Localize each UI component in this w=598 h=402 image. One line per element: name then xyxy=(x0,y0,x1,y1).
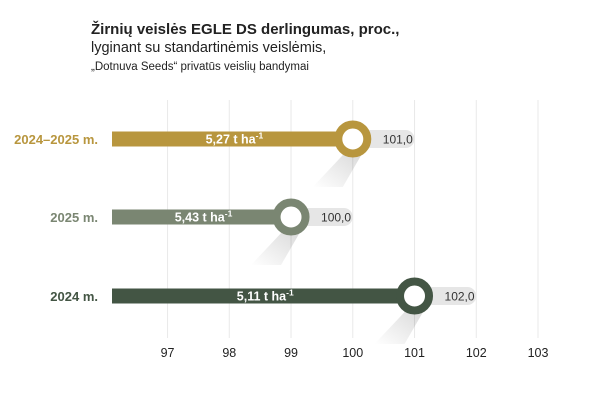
category-label: 2024 m. xyxy=(50,289,98,304)
x-tick-label: 99 xyxy=(284,346,298,360)
bar-end-marker xyxy=(396,277,434,315)
title-block: Žirnių veislės EGLE DS derlingumas, proc… xyxy=(91,20,399,76)
bar-label: 5,11 t ha-1 xyxy=(237,288,294,304)
bar-end-marker xyxy=(272,198,310,236)
chart-title: Žirnių veislės EGLE DS derlingumas, proc… xyxy=(91,21,400,38)
x-tick-label: 101 xyxy=(404,346,425,360)
x-tick-label: 97 xyxy=(161,346,175,360)
category-label: 2024–2025 m. xyxy=(14,132,98,147)
marker-shadow xyxy=(251,227,304,265)
marker-shadow xyxy=(312,149,365,187)
chart-note: „Dotnuva Seeds“ privatūs veislių bandyma… xyxy=(91,61,309,73)
bar xyxy=(112,131,353,147)
bar-end-marker xyxy=(334,120,372,158)
value-label: 101,0 xyxy=(383,133,413,147)
value-label: 100,0 xyxy=(321,211,351,225)
category-label: 2025 m. xyxy=(50,210,98,225)
bar-label: 5,43 t ha-1 xyxy=(175,209,233,225)
bar-label: 5,27 t ha-1 xyxy=(206,131,264,147)
x-tick-label: 103 xyxy=(528,346,549,360)
x-tick-label: 98 xyxy=(222,346,236,360)
x-tick-label: 102 xyxy=(466,346,487,360)
x-tick-label: 100 xyxy=(342,346,363,360)
bar xyxy=(112,209,292,225)
chart-subtitle: lyginant su standartinėmis veislėmis, xyxy=(91,40,327,56)
bar xyxy=(112,288,415,304)
value-label: 102,0 xyxy=(445,290,475,304)
marker-shadow xyxy=(374,306,427,344)
